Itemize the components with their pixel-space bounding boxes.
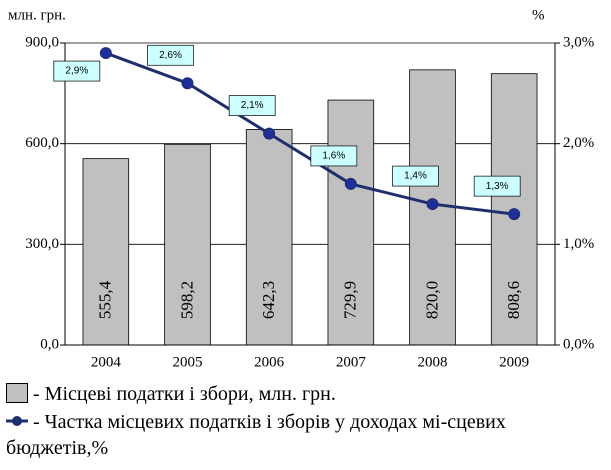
x-tick-label: 2006	[254, 354, 285, 370]
line-marker	[508, 208, 521, 221]
x-tick-label: 2005	[173, 354, 203, 370]
data-label-box	[228, 95, 276, 116]
data-label-box	[310, 145, 358, 167]
x-tick-label: 2009	[499, 354, 529, 370]
line-value-label: 1,4%	[404, 171, 427, 182]
line-value-label: 1,3%	[486, 181, 509, 192]
bar-value-label: 820,0	[422, 281, 441, 319]
data-label-box	[392, 165, 439, 187]
line-value-label: 1,6%	[322, 151, 345, 162]
data-label-box	[473, 175, 521, 197]
y2-tick-label: 1,0%	[563, 236, 594, 252]
y2-axis-label: %	[532, 7, 545, 23]
data-label-box	[53, 60, 101, 82]
y-tick-label: 900,0	[25, 34, 59, 50]
data-label-box	[147, 44, 194, 66]
y2-tick-label: 3,0%	[563, 34, 594, 50]
bar-value-label: 642,3	[259, 281, 278, 319]
legend-text: - Місцеві податки і збори, млн. грн.	[33, 383, 336, 405]
bar	[327, 99, 375, 346]
x-tick-label: 2004	[91, 354, 122, 370]
bar-value-label: 555,4	[96, 280, 115, 319]
y-axis-label: млн. грн.	[8, 7, 66, 23]
y2-tick-label: 2,0%	[563, 135, 594, 151]
y-tick-label: 300,0	[25, 236, 59, 252]
line-marker	[426, 198, 439, 211]
legend-swatch	[6, 383, 28, 403]
bar-value-label: 808,6	[504, 281, 523, 319]
bar	[164, 143, 211, 346]
x-tick-label: 2008	[418, 354, 448, 370]
line-marker	[99, 47, 112, 60]
bar-value-label: 729,9	[341, 281, 360, 319]
y2-tick-label: 0,0%	[563, 336, 594, 352]
legend-text: - Частка місцевих податків і зборів у до…	[6, 411, 506, 459]
legend-bar: - Місцеві податки і збори, млн. грн.	[6, 381, 606, 407]
line-value-label: 2,9%	[65, 66, 88, 77]
chart: млн. грн. % 0,0 300,0 600,0 900,0 0,0% 1,0% 2,…	[8, 7, 594, 370]
line	[105, 51, 515, 216]
bar	[245, 129, 293, 346]
x-tick-label: 2007	[336, 354, 367, 370]
line-marker	[344, 177, 357, 190]
legend-line: - Частка місцевих податків і зборів у до…	[6, 409, 606, 461]
legend-line-icon	[6, 416, 28, 426]
y-tick-label: 0,0	[40, 336, 59, 352]
line-marker	[181, 77, 194, 90]
line-value-label: 2,1%	[241, 100, 264, 111]
bar	[82, 158, 130, 346]
line-marker	[263, 127, 276, 140]
y-tick-label: 600,0	[25, 135, 59, 151]
bar-value-label: 598,2	[177, 281, 196, 319]
line-value-label: 2,6%	[159, 50, 182, 61]
